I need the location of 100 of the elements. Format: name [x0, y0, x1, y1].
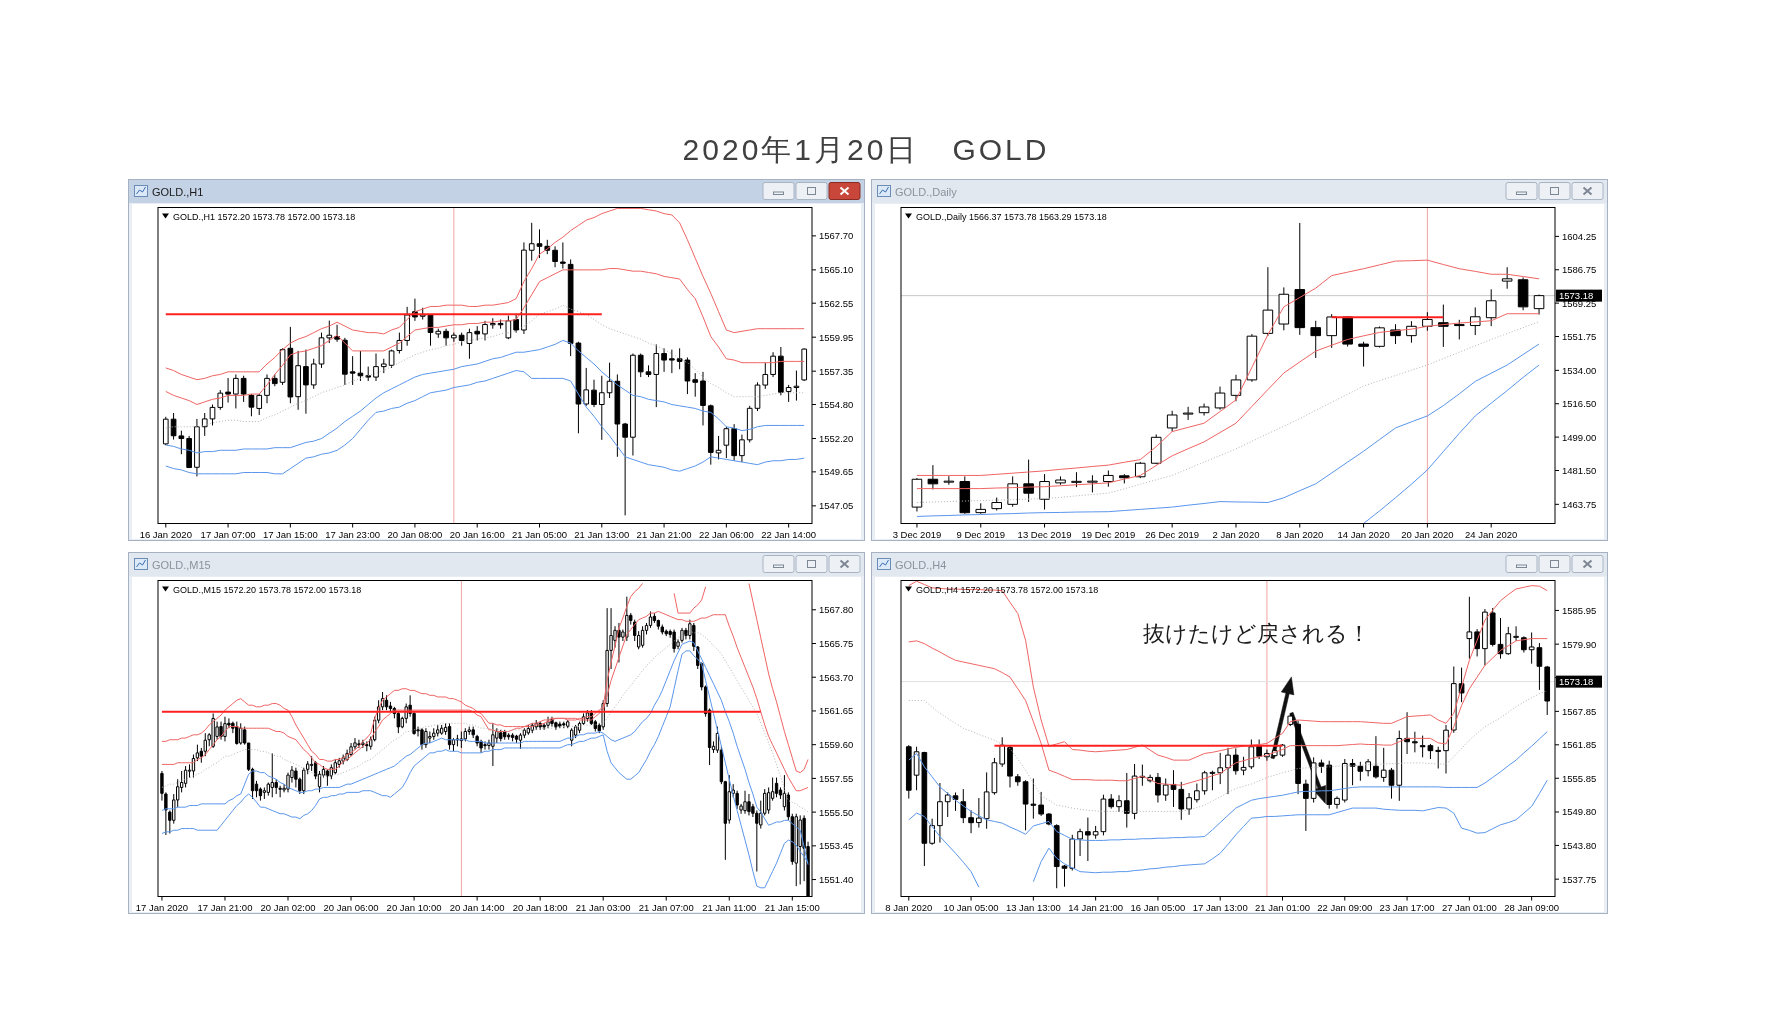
candlestick [491, 722, 495, 767]
candlestick [428, 731, 432, 744]
candlestick [1374, 326, 1385, 348]
candlestick [513, 313, 519, 334]
candlestick [1162, 778, 1169, 802]
candlestick [1246, 333, 1258, 383]
candlestick [1182, 406, 1194, 421]
candlestick [225, 377, 231, 404]
candlestick [944, 791, 951, 818]
candlestick [432, 727, 436, 741]
candlestick [1489, 607, 1496, 647]
candlestick [552, 245, 558, 268]
candlestick [420, 727, 424, 751]
chart-title: GOLD.,H1 [152, 185, 204, 198]
x-tick-label: 16 Jan 05:00 [1130, 901, 1186, 913]
candlestick [1116, 794, 1122, 813]
candlestick [1341, 758, 1348, 803]
x-tick-label: 16 Jan 2020 [139, 528, 192, 540]
candlestick [560, 241, 566, 270]
candlestick [1517, 276, 1529, 311]
candlestick [436, 724, 440, 737]
candlestick [467, 726, 471, 736]
y-tick-label: 1463.75 [1562, 498, 1597, 510]
candlestick [1170, 769, 1177, 808]
candlestick [439, 724, 444, 736]
candlestick [1134, 461, 1146, 479]
candlestick [1454, 319, 1465, 340]
candlestick [1103, 469, 1114, 488]
candlestick [365, 740, 369, 752]
candlestick [536, 228, 543, 259]
candlestick [506, 732, 511, 741]
candlestick [1230, 374, 1242, 402]
candlestick [271, 373, 278, 387]
candlestick [1278, 286, 1290, 331]
y-tick-label: 1554.80 [819, 398, 854, 410]
candlestick [162, 416, 169, 446]
candlestick [1422, 311, 1433, 332]
candlestick [1014, 773, 1021, 787]
candlestick [929, 818, 935, 846]
chart-title: GOLD.,H4 [895, 558, 947, 571]
x-tick-label: 20 Jan 2020 [1401, 528, 1454, 540]
text: GOLD.,Daily 1566.37 1573.78 1563.29 1573.18 [916, 212, 1107, 222]
candlestick [1214, 386, 1226, 411]
candlestick [1358, 341, 1369, 368]
candlestick [999, 736, 1006, 768]
candlestick [435, 328, 442, 339]
x-tick-label: 14 Jan 21:00 [1068, 901, 1124, 913]
candlestick [451, 332, 457, 343]
candlestick [1085, 817, 1091, 862]
candlestick [1326, 313, 1337, 349]
candlestick [707, 404, 714, 466]
candlestick [1256, 739, 1262, 760]
candlestick [217, 389, 224, 411]
candlestick [952, 791, 959, 812]
candlestick [447, 722, 452, 751]
candlestick [240, 375, 247, 403]
y-tick-label: 1559.95 [819, 331, 854, 343]
annotation: 抜けたけど戻される！ [1142, 620, 1370, 646]
text: GOLD.,H4 1572.20 1573.78 1572.00 1573.18 [916, 585, 1099, 595]
y-tick-label: 1567.80 [819, 604, 854, 616]
candlestick [384, 694, 389, 711]
candlestick [754, 381, 761, 412]
x-tick-label: 14 Jan 2020 [1337, 528, 1390, 540]
candlestick [778, 346, 784, 396]
candlestick [1485, 288, 1497, 327]
x-tick-label: 17 Jan 13:00 [1192, 901, 1248, 913]
candlestick [774, 777, 779, 798]
candlestick [303, 349, 309, 415]
chart-title: GOLD.,M15 [152, 558, 211, 571]
candlestick [1396, 730, 1403, 802]
x-tick-label: 10 Jan 05:00 [943, 901, 999, 913]
candlestick [911, 477, 923, 512]
y-tick-label: 1557.55 [819, 772, 854, 784]
line-series [165, 268, 805, 406]
x-tick-label: 20 Jan 08:00 [387, 528, 443, 540]
candlestick [483, 740, 487, 751]
y-tick-label: 1586.75 [1562, 264, 1597, 276]
candlestick [746, 405, 753, 443]
candlestick [1412, 731, 1418, 753]
y-tick-label: 1551.75 [1562, 330, 1597, 342]
candlestick [1435, 746, 1442, 769]
candlestick [743, 790, 747, 815]
candlestick [489, 317, 496, 330]
candlestick [1007, 744, 1013, 788]
candlestick [380, 358, 387, 374]
candlestick [770, 351, 776, 378]
candlestick [591, 379, 597, 408]
candlestick [660, 624, 664, 635]
x-tick-label: 2 Jan 2020 [1212, 528, 1260, 540]
candlestick [747, 793, 751, 816]
y-tick-label: 1567.70 [819, 230, 854, 242]
candlestick [1007, 475, 1018, 508]
candlestick [664, 629, 668, 637]
x-tick-label: 17 Jan 21:00 [197, 901, 253, 913]
y-tick-label: 1555.85 [1562, 772, 1597, 784]
candlestick [731, 423, 737, 462]
candlestick [554, 721, 558, 731]
candlestick [692, 372, 699, 398]
candlestick [1194, 783, 1200, 803]
x-tick-label: 21 Jan 03:00 [575, 901, 631, 913]
